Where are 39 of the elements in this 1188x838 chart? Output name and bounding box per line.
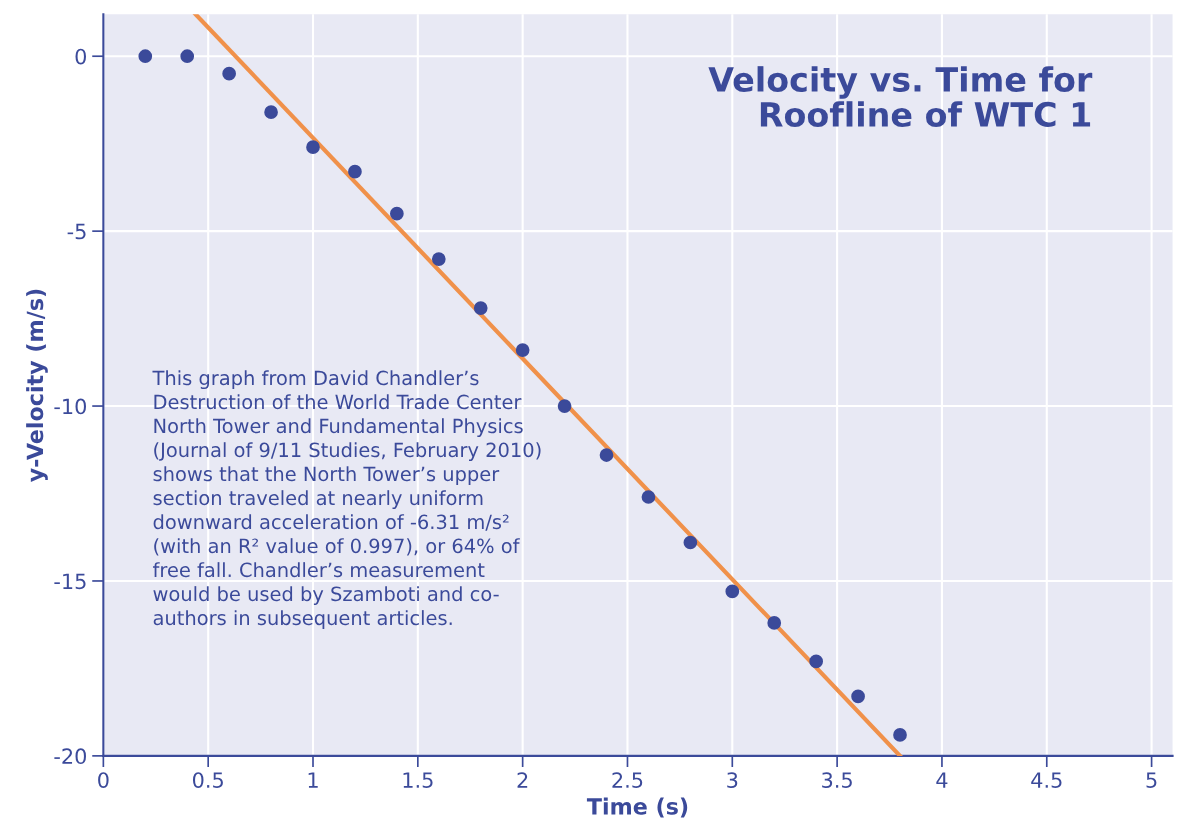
x-tick-label: 4 xyxy=(936,772,948,788)
point xyxy=(641,490,656,504)
x-tick-label: 1 xyxy=(308,772,318,788)
x-tick-label: 2 xyxy=(517,772,528,788)
point xyxy=(557,399,572,413)
y-tick-label: 0 xyxy=(75,48,86,65)
point xyxy=(390,206,404,221)
point xyxy=(809,654,824,669)
text: This graph from David Chandler’s Destruction of the World Trade Center North Tower and Fundamental Physics (Journal of 9/11 Studies, February 2010) shows that the North Tower’s upper section traveled at nearly uniform downward acceleration of -6.31 m/s² (with an R² value of 0.997), or 64% of free fall. Chandler’s measurement would be used by Szamboti and co- authors in subsequent articles. xyxy=(152,370,541,629)
x-axis-title: Time (s) xyxy=(586,797,688,818)
text: Velocity vs. Time for Roofline of WTC 1 xyxy=(708,66,1093,128)
point xyxy=(138,49,153,64)
x-tick-label: 2.5 xyxy=(612,772,643,788)
point xyxy=(473,301,488,315)
point xyxy=(306,140,320,155)
point xyxy=(725,584,740,599)
point xyxy=(851,689,865,704)
x-tick-label: 3 xyxy=(727,772,738,788)
point xyxy=(767,616,782,630)
x-tick-label: 5 xyxy=(1146,772,1157,788)
y-tick-label: -20 xyxy=(54,748,86,765)
point xyxy=(515,343,530,357)
point xyxy=(348,164,362,179)
x-tick-label: 4.5 xyxy=(1031,772,1062,788)
x-tick-label: 1.5 xyxy=(403,772,433,788)
y-tick-label: -15 xyxy=(54,573,86,590)
point xyxy=(180,49,195,64)
x-tick-label: 0 xyxy=(98,772,109,788)
point xyxy=(599,448,614,462)
point xyxy=(893,728,907,742)
x-tick-label: 0.5 xyxy=(192,772,223,788)
point xyxy=(683,535,698,550)
y-axis-title: y-Velocity (m/s) xyxy=(26,289,48,483)
point xyxy=(222,66,236,81)
x-tick-label: 3.5 xyxy=(822,772,852,788)
y-tick-label: -10 xyxy=(54,398,86,415)
point xyxy=(264,105,278,120)
y-tick-label: -5 xyxy=(67,223,86,240)
point xyxy=(431,252,446,266)
